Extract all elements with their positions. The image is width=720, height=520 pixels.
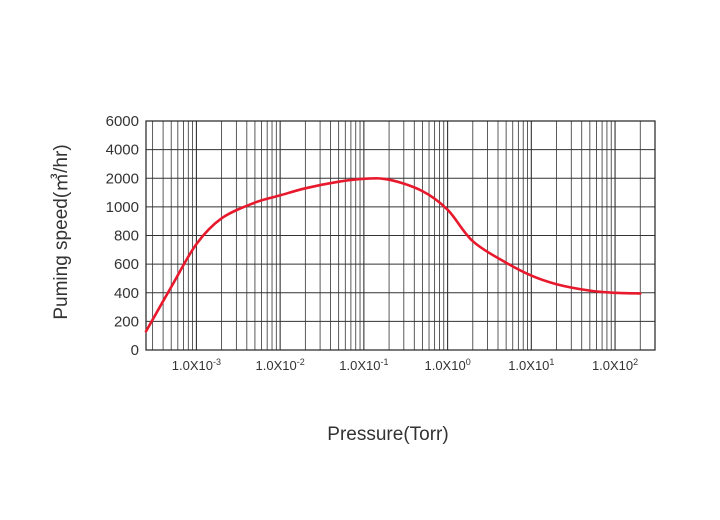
series-line	[144, 177, 642, 333]
y-tick-label: 600	[114, 256, 139, 273]
y-tick-label: 0	[131, 342, 139, 359]
x-tick-label: 1.0X10-1	[339, 357, 388, 373]
grid	[146, 121, 655, 350]
y-axis-title: Puming speed(㎥/hr)	[50, 144, 72, 319]
y-tick-label: 6000	[106, 113, 139, 130]
x-axis-title: Pressure(Torr)	[327, 424, 448, 445]
x-tick-label: 1.0X101	[508, 357, 554, 373]
x-tick-labels: 1.0X10-3 1.0X10-2 1.0X10-1 1.0X100 1.0X101 1.…	[172, 357, 638, 373]
y-tick-label: 4000	[106, 142, 139, 159]
y-tick-labels: 0 200 400 600 800 1000 2000 4000 6000	[106, 113, 139, 359]
y-tick-label: 200	[114, 313, 139, 330]
y-tick-label: 400	[114, 285, 139, 302]
plot-frame	[145, 120, 656, 351]
y-tick-label: 800	[114, 228, 139, 245]
y-tick-label: 1000	[106, 199, 139, 216]
x-tick-label: 1.0X10-2	[256, 357, 305, 373]
y-tick-label: 2000	[106, 170, 139, 187]
x-tick-label: 1.0X100	[424, 357, 470, 373]
x-tick-label: 1.0X102	[592, 357, 638, 373]
x-tick-label: 1.0X10-3	[172, 357, 221, 373]
